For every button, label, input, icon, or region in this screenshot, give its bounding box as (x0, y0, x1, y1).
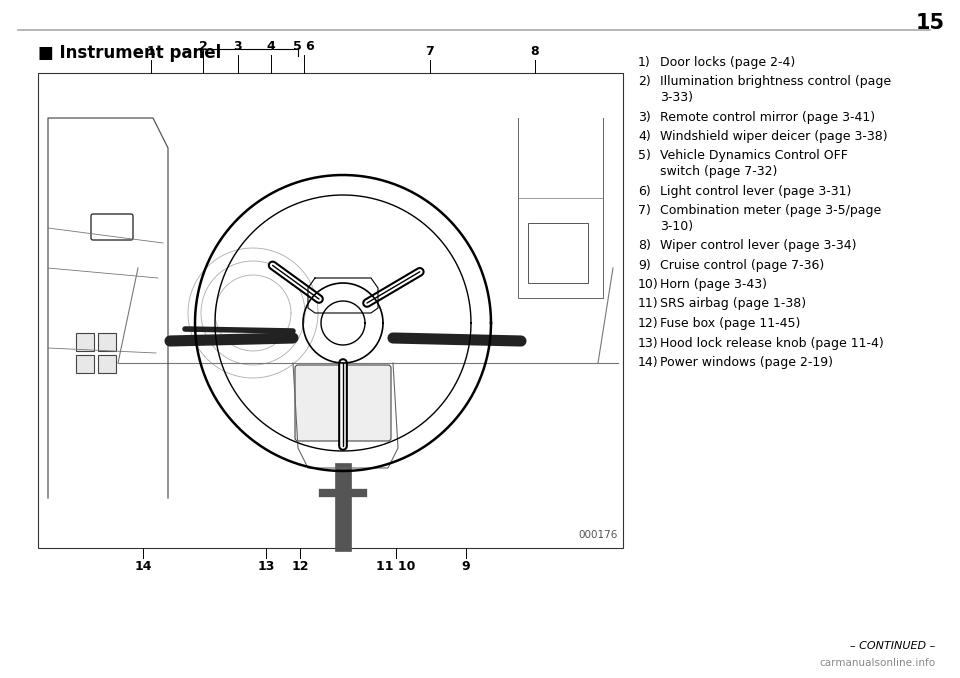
Text: 13: 13 (257, 560, 275, 573)
Text: carmanualsonline.info: carmanualsonline.info (819, 658, 935, 668)
Text: Hood lock release knob (page 11-4): Hood lock release knob (page 11-4) (660, 336, 884, 349)
Text: 000176: 000176 (579, 530, 618, 540)
Text: 2): 2) (638, 75, 651, 89)
Text: Windshield wiper deicer (page 3-38): Windshield wiper deicer (page 3-38) (660, 130, 888, 143)
Text: 5): 5) (638, 150, 651, 163)
Text: ■ Instrument panel: ■ Instrument panel (38, 44, 221, 62)
Text: Light control lever (page 3-31): Light control lever (page 3-31) (660, 184, 852, 197)
Text: Vehicle Dynamics Control OFF
switch (page 7-32): Vehicle Dynamics Control OFF switch (pag… (660, 150, 848, 178)
Bar (38, 73, 623, 548)
Text: 4: 4 (267, 40, 276, 53)
Text: Cruise control (page 7-36): Cruise control (page 7-36) (660, 258, 825, 271)
Text: – CONTINUED –: – CONTINUED – (850, 641, 935, 651)
Text: Power windows (page 2-19): Power windows (page 2-19) (660, 356, 833, 369)
Text: 12: 12 (291, 560, 309, 573)
Text: 7): 7) (638, 204, 651, 217)
Bar (76, 333, 94, 351)
Text: 6): 6) (638, 184, 651, 197)
Text: SRS airbag (page 1-38): SRS airbag (page 1-38) (660, 298, 806, 311)
Text: 3): 3) (638, 111, 651, 123)
FancyBboxPatch shape (91, 214, 133, 240)
Text: 1): 1) (638, 56, 651, 69)
Text: Door locks (page 2-4): Door locks (page 2-4) (660, 56, 795, 69)
Bar (98, 333, 116, 351)
Text: Wiper control lever (page 3-34): Wiper control lever (page 3-34) (660, 239, 856, 252)
Text: 10): 10) (638, 278, 659, 291)
Text: Horn (page 3-43): Horn (page 3-43) (660, 278, 767, 291)
Text: 14): 14) (638, 356, 659, 369)
Text: 11): 11) (638, 298, 659, 311)
FancyBboxPatch shape (295, 365, 391, 441)
Text: Remote control mirror (page 3-41): Remote control mirror (page 3-41) (660, 111, 876, 123)
Text: 9): 9) (638, 258, 651, 271)
Text: 8): 8) (638, 239, 651, 252)
Text: 3: 3 (233, 40, 242, 53)
Bar (76, 355, 94, 373)
Text: 2: 2 (199, 40, 207, 53)
Text: 1: 1 (147, 45, 156, 58)
Text: 8: 8 (531, 45, 540, 58)
Text: 11 10: 11 10 (376, 560, 416, 573)
Text: 5 6: 5 6 (293, 40, 315, 53)
Text: 13): 13) (638, 336, 659, 349)
Text: 9: 9 (462, 560, 470, 573)
Bar (98, 355, 116, 373)
Text: 4): 4) (638, 130, 651, 143)
Bar (528, 223, 588, 283)
Text: 12): 12) (638, 317, 659, 330)
Text: 7: 7 (425, 45, 434, 58)
Text: Combination meter (page 3-5/page
3-10): Combination meter (page 3-5/page 3-10) (660, 204, 881, 233)
Text: Fuse box (page 11-45): Fuse box (page 11-45) (660, 317, 801, 330)
Text: 15: 15 (916, 13, 945, 33)
Text: Illumination brightness control (page
3-33): Illumination brightness control (page 3-… (660, 75, 891, 104)
Text: 14: 14 (134, 560, 152, 573)
